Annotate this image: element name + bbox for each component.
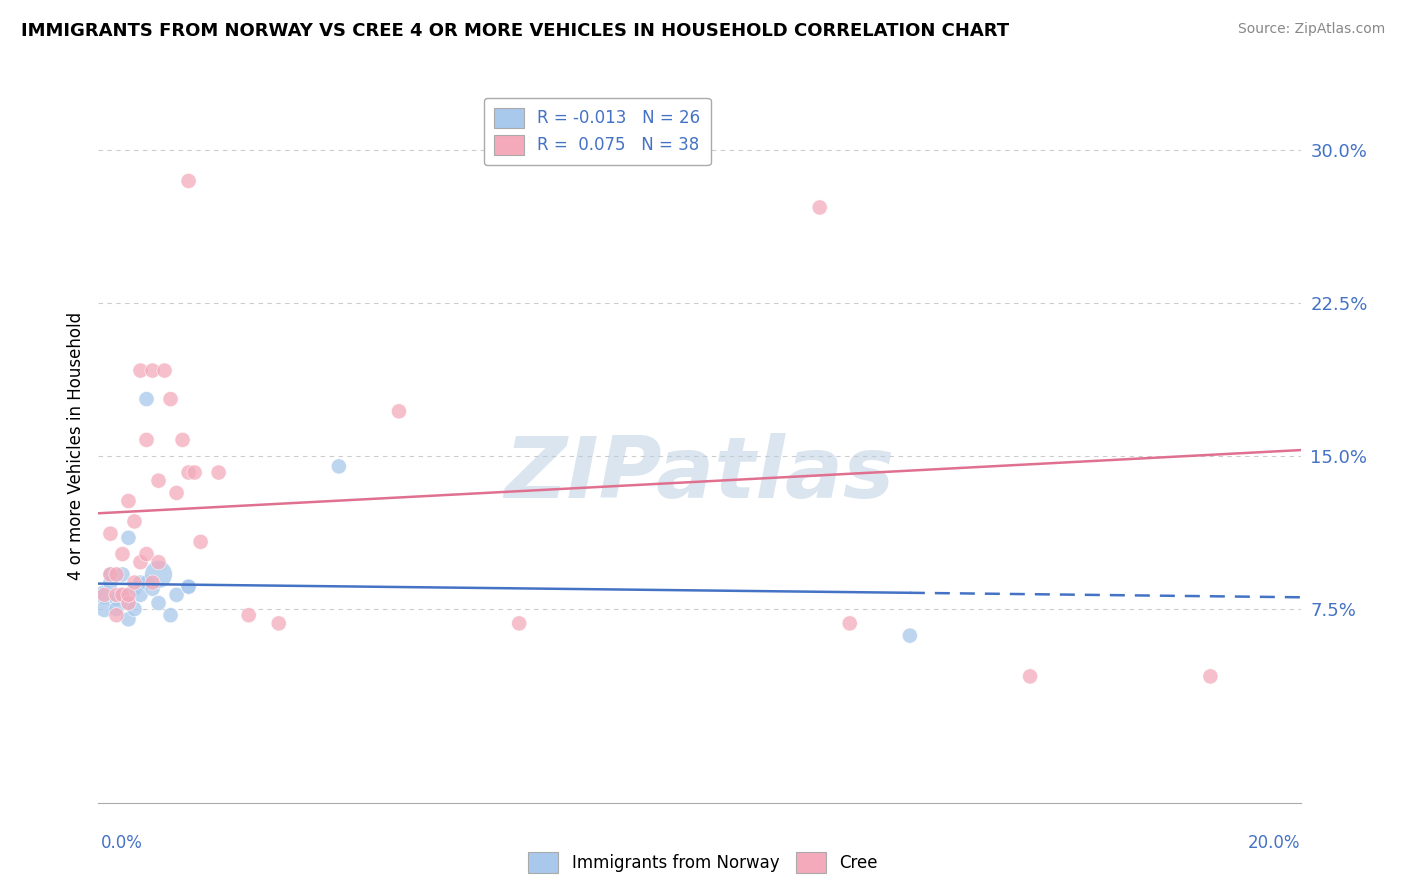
Point — [135, 547, 157, 561]
Text: IMMIGRANTS FROM NORWAY VS CREE 4 OR MORE VEHICLES IN HOUSEHOLD CORRELATION CHART: IMMIGRANTS FROM NORWAY VS CREE 4 OR MORE… — [21, 22, 1010, 40]
Point — [117, 588, 139, 602]
Point — [153, 363, 176, 377]
Point — [124, 515, 146, 529]
Point — [93, 588, 115, 602]
Text: 20.0%: 20.0% — [1249, 834, 1301, 852]
Point — [117, 596, 139, 610]
Text: 0.0%: 0.0% — [101, 834, 143, 852]
Point — [117, 612, 139, 626]
Point — [141, 575, 163, 590]
Point — [100, 567, 122, 582]
Point — [129, 575, 152, 590]
Point — [898, 629, 921, 643]
Point — [808, 201, 831, 215]
Point — [111, 547, 134, 561]
Point — [159, 608, 181, 623]
Point — [148, 567, 170, 582]
Point — [124, 582, 146, 596]
Point — [148, 596, 170, 610]
Point — [141, 363, 163, 377]
Point — [177, 580, 200, 594]
Point — [177, 580, 200, 594]
Point — [105, 591, 128, 606]
Point — [105, 608, 128, 623]
Point — [135, 575, 157, 590]
Point — [100, 526, 122, 541]
Point — [129, 588, 152, 602]
Point — [117, 531, 139, 545]
Point — [100, 575, 122, 590]
Point — [166, 588, 188, 602]
Point — [124, 602, 146, 616]
Point — [93, 588, 115, 602]
Point — [148, 555, 170, 569]
Point — [1019, 669, 1042, 683]
Point — [166, 486, 188, 500]
Point — [129, 555, 152, 569]
Point — [105, 602, 128, 616]
Point — [159, 392, 181, 406]
Point — [267, 616, 290, 631]
Point — [183, 466, 205, 480]
Legend: Immigrants from Norway, Cree: Immigrants from Norway, Cree — [522, 846, 884, 880]
Point — [172, 433, 194, 447]
Point — [117, 596, 139, 610]
Point — [111, 588, 134, 602]
Point — [135, 392, 157, 406]
Point — [238, 608, 260, 623]
Point — [111, 567, 134, 582]
Point — [111, 588, 134, 602]
Text: Source: ZipAtlas.com: Source: ZipAtlas.com — [1237, 22, 1385, 37]
Point — [117, 494, 139, 508]
Point — [124, 575, 146, 590]
Point — [177, 174, 200, 188]
Point — [100, 567, 122, 582]
Point — [141, 582, 163, 596]
Point — [1199, 669, 1222, 683]
Point — [105, 588, 128, 602]
Point — [838, 616, 860, 631]
Point — [135, 433, 157, 447]
Point — [328, 459, 350, 474]
Point — [190, 534, 212, 549]
Point — [129, 363, 152, 377]
Point — [105, 567, 128, 582]
Text: ZIPatlas: ZIPatlas — [505, 433, 894, 516]
Point — [508, 616, 530, 631]
Point — [208, 466, 231, 480]
Y-axis label: 4 or more Vehicles in Household: 4 or more Vehicles in Household — [66, 312, 84, 580]
Point — [177, 466, 200, 480]
Legend: R = -0.013   N = 26, R =  0.075   N = 38: R = -0.013 N = 26, R = 0.075 N = 38 — [484, 97, 710, 165]
Point — [148, 474, 170, 488]
Point — [388, 404, 411, 418]
Point — [93, 602, 115, 616]
